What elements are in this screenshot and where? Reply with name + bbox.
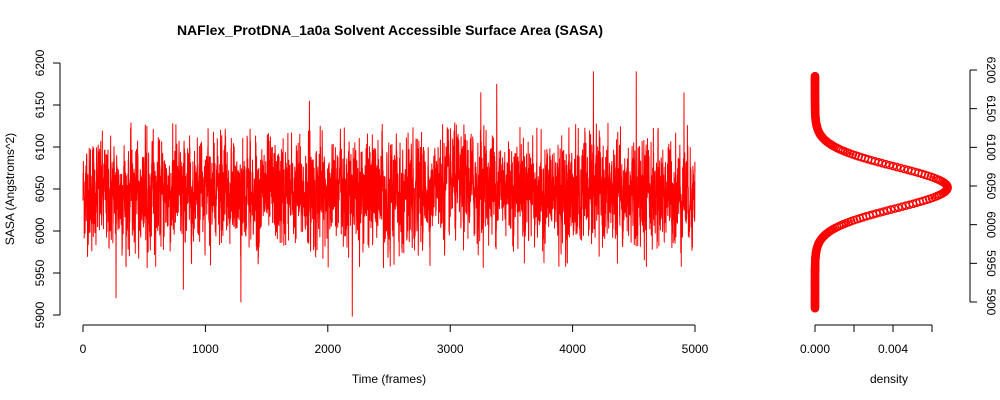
density-x-tick-label: 0.000 <box>800 342 830 356</box>
density-y-tick-label: 6050 <box>984 173 998 200</box>
y-tick-label: 6000 <box>33 217 47 244</box>
y-axis-label: SASA (Angstroms^2) <box>3 133 17 245</box>
density-y-axis-ticks: 5900 5950 6000 6050 6100 6150 6200 <box>970 57 998 316</box>
density-y-tick-label: 6100 <box>984 134 998 161</box>
sasa-series-line <box>82 71 696 317</box>
density-points <box>810 71 952 313</box>
density-y-tick-label: 5900 <box>984 289 998 316</box>
density-y-tick-label: 6150 <box>984 95 998 122</box>
density-x-axis-label: density <box>870 372 908 386</box>
x-axis-label: Time (frames) <box>352 372 426 386</box>
y-tick-label: 6050 <box>33 175 47 202</box>
x-tick-label: 3000 <box>437 342 464 356</box>
density-x-axis-ticks: 0.000 0.004 <box>800 325 933 356</box>
y-tick-label: 6100 <box>33 133 47 160</box>
x-tick-label: 4000 <box>559 342 586 356</box>
density-x-tick-label: 0.004 <box>878 342 908 356</box>
density-y-tick-label: 6200 <box>984 57 998 84</box>
density-point <box>810 71 820 81</box>
x-tick-label: 5000 <box>682 342 709 356</box>
x-axis-ticks: 0 1000 2000 3000 4000 5000 <box>80 325 709 356</box>
x-tick-label: 1000 <box>192 342 219 356</box>
x-tick-label: 2000 <box>314 342 341 356</box>
density-y-tick-label: 6000 <box>984 211 998 238</box>
y-tick-label: 5950 <box>33 259 47 286</box>
y-tick-label: 6150 <box>33 91 47 118</box>
x-tick-label: 0 <box>80 342 87 356</box>
timeseries-plot: 0 1000 2000 3000 4000 5000 5900 5950 6000 6050 61… <box>3 49 709 386</box>
density-plot: 0.000 0.004 5900595060006050610061506200 … <box>800 57 998 386</box>
y-tick-label: 5900 <box>33 301 47 328</box>
y-tick-label: 6200 <box>33 49 47 76</box>
y-axis-ticks: 5900 5950 6000 6050 6100 6150 6200 <box>33 49 60 328</box>
chart-title: NAFlex_ProtDNA_1a0a Solvent Accessible S… <box>177 22 603 38</box>
density-point <box>886 205 896 214</box>
density-y-tick-label: 5950 <box>984 250 998 277</box>
